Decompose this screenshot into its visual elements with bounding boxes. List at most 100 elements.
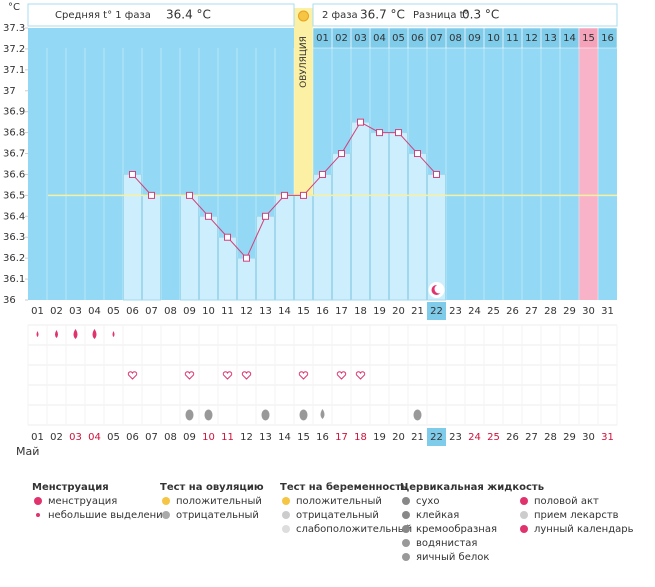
- legend-icon: [162, 497, 170, 505]
- sun-icon: [298, 10, 309, 22]
- fluid-icon: [299, 409, 308, 421]
- point-marker: [357, 118, 364, 126]
- heart-icon: [336, 371, 347, 380]
- drop-icon: [92, 329, 97, 339]
- x-tick-label: 24: [468, 432, 481, 443]
- y-tick-label: 37: [3, 86, 16, 97]
- x-tick-label: 16: [316, 306, 329, 317]
- x-tick-label: 09: [183, 432, 196, 443]
- diff-label: Разница t°: [413, 10, 469, 21]
- cycle-day-label: 12: [525, 33, 538, 44]
- point-marker: [281, 191, 288, 199]
- period-column: [579, 28, 598, 300]
- point-marker: [338, 150, 345, 158]
- x-tick-label: 31: [601, 306, 614, 317]
- y-tick-label: 36.9: [3, 107, 25, 118]
- cycle-day-label: 13: [544, 33, 557, 44]
- fluid-icon: [204, 409, 213, 421]
- today-box: [427, 302, 446, 320]
- x-tick-label: 15: [297, 432, 310, 443]
- fluid-icon: [185, 409, 194, 421]
- x-tick-label: 29: [563, 306, 576, 317]
- x-tick-label: 18: [354, 432, 367, 443]
- x-tick-label: 30: [582, 432, 595, 443]
- bar: [313, 173, 332, 301]
- legend-item: водянистая: [416, 538, 477, 549]
- legend-item: отрицательный: [176, 510, 259, 521]
- x-tick-label: 17: [335, 432, 348, 443]
- x-tick-label: 08: [164, 306, 177, 317]
- x-tick-label: 10: [202, 306, 215, 317]
- phase1-box: [27, 3, 295, 27]
- x-tick-label: 19: [373, 432, 386, 443]
- fluid-icon: [320, 409, 325, 419]
- bar: [218, 236, 237, 301]
- phase2-label: 2 фаза: [322, 10, 358, 21]
- x-tick-label: 19: [373, 306, 386, 317]
- x-tick-label: 26: [506, 432, 519, 443]
- legend-item: положительный: [296, 496, 382, 507]
- diff-value: 0.3 °C: [462, 8, 499, 22]
- x-tick-label: 14: [278, 306, 291, 317]
- point-marker: [262, 212, 269, 220]
- x-tick-label: 26: [506, 306, 519, 317]
- point-marker: [129, 170, 136, 178]
- bar: [256, 215, 275, 301]
- legend-icon: [282, 497, 290, 505]
- bar: [370, 132, 389, 301]
- point-marker: [395, 129, 402, 137]
- bar: [237, 257, 256, 301]
- x-tick-label: 01: [31, 432, 44, 443]
- cycle-day-label: 08: [449, 33, 462, 44]
- legend-icon: [402, 539, 410, 547]
- cycle-day-cell: [597, 27, 618, 49]
- legend-item: менструация: [48, 496, 117, 507]
- drop-icon: [36, 331, 39, 337]
- heart-icon: [222, 371, 233, 380]
- drop-icon: [73, 329, 78, 339]
- cycle-day-label: 02: [335, 33, 348, 44]
- cycle-day-label: 14: [563, 33, 576, 44]
- bar: [180, 194, 199, 301]
- bar: [332, 153, 351, 301]
- x-tick-label: 18: [354, 306, 367, 317]
- x-tick-label: 20: [392, 306, 405, 317]
- bar: [123, 173, 142, 301]
- point-marker: [300, 191, 307, 199]
- legend-icon: [402, 497, 410, 505]
- y-tick-label: 36.6: [3, 169, 25, 180]
- x-tick-label: 20: [392, 432, 405, 443]
- point-marker: [433, 170, 440, 178]
- cycle-day-label: 09: [468, 33, 481, 44]
- y-tick-label: 36.1: [3, 274, 25, 285]
- drop-icon: [112, 331, 115, 337]
- x-tick-label: 13: [259, 306, 272, 317]
- cycle-day-label: 10: [487, 33, 500, 44]
- x-tick-label: 29: [563, 432, 576, 443]
- x-tick-label: 24: [468, 306, 481, 317]
- cycle-day-label: 15: [582, 33, 595, 44]
- x-tick-label: 22: [430, 432, 443, 443]
- y-tick-label: 36.2: [3, 253, 25, 264]
- x-tick-label: 02: [50, 432, 63, 443]
- legend-icon: [282, 511, 290, 519]
- heart-icon: [184, 371, 195, 380]
- y-tick-label: 37.1: [3, 65, 25, 76]
- legend-item: яичный белок: [416, 552, 489, 563]
- x-tick-label: 05: [107, 432, 120, 443]
- x-tick-label: 27: [525, 432, 538, 443]
- y-tick-label: 37.3: [3, 23, 25, 34]
- phase2-value: 36.7 °C: [360, 8, 405, 22]
- point-marker: [414, 150, 421, 158]
- legend-icon: [520, 511, 528, 519]
- legend-icon: [36, 513, 40, 517]
- cycle-day-label: 11: [506, 33, 519, 44]
- cycle-day-label: 05: [392, 33, 405, 44]
- cycle-day-label: 04: [373, 33, 386, 44]
- y-tick-label: 37.2: [3, 44, 25, 55]
- legend-icon: [402, 525, 410, 533]
- x-tick-label: 02: [50, 306, 63, 317]
- legend-item: прием лекарств: [534, 510, 619, 521]
- drop-icon: [55, 330, 58, 338]
